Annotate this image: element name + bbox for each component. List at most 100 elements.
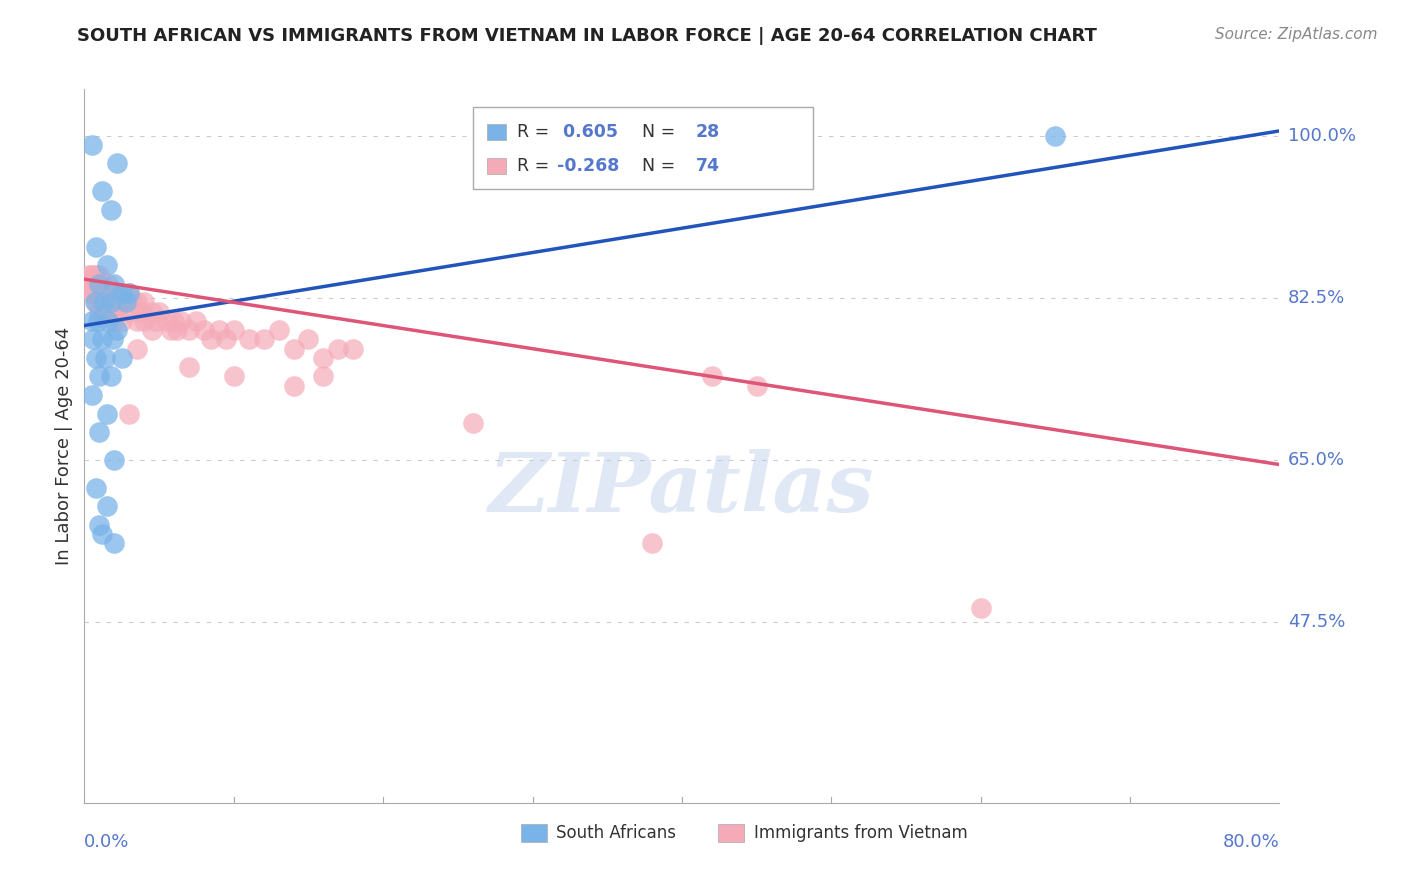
Point: [200, 333, 222, 347]
Point: [89, 369, 111, 384]
Point: [93, 295, 115, 310]
Point: [89, 425, 111, 439]
Point: [91, 277, 114, 291]
Point: [89, 286, 111, 301]
Text: 100.0%: 100.0%: [1288, 127, 1355, 145]
Text: 74: 74: [696, 157, 720, 175]
Point: [745, 378, 768, 392]
Point: [177, 360, 200, 375]
Point: [89, 268, 111, 282]
Point: [83, 295, 105, 310]
Point: [100, 295, 122, 310]
Point: [129, 304, 152, 318]
Point: [91, 333, 114, 347]
Point: [83, 286, 105, 301]
Point: [328, 342, 350, 356]
Text: N =: N =: [631, 123, 681, 141]
Point: [82, 286, 104, 301]
Point: [96, 304, 118, 318]
Point: [100, 202, 122, 217]
Point: [97, 295, 120, 310]
Point: [105, 286, 128, 301]
Point: [80, 286, 103, 301]
Point: [461, 416, 484, 430]
Point: [93, 304, 115, 318]
Point: [87, 286, 110, 301]
Point: [166, 323, 188, 337]
Text: R =: R =: [517, 157, 555, 175]
Point: [215, 333, 238, 347]
Point: [170, 314, 193, 328]
Point: [238, 333, 260, 347]
Point: [186, 314, 208, 328]
Text: 28: 28: [696, 123, 720, 141]
Point: [100, 369, 122, 384]
Point: [141, 304, 163, 318]
Text: N =: N =: [631, 157, 681, 175]
Text: Immigrants from Vietnam: Immigrants from Vietnam: [754, 824, 967, 842]
Text: South Africans: South Africans: [557, 824, 676, 842]
Point: [82, 277, 104, 291]
Y-axis label: In Labor Force | Age 20-64: In Labor Force | Age 20-64: [55, 326, 73, 566]
Point: [80, 268, 103, 282]
Bar: [486, 124, 506, 139]
Point: [118, 304, 141, 318]
Point: [98, 286, 121, 301]
Point: [86, 277, 108, 291]
Point: [89, 304, 111, 318]
Point: [80, 388, 103, 402]
Point: [80, 314, 103, 328]
Point: [93, 286, 115, 301]
Point: [125, 314, 148, 328]
Point: [86, 295, 108, 310]
Point: [83, 268, 105, 282]
Point: [160, 323, 183, 337]
Point: [77, 268, 100, 282]
Point: [111, 286, 134, 301]
Point: [222, 323, 245, 337]
Point: [208, 323, 231, 337]
Point: [283, 342, 305, 356]
Point: [91, 527, 114, 541]
Point: [312, 369, 335, 384]
Point: [103, 536, 125, 550]
Point: [87, 314, 110, 328]
Point: [96, 500, 118, 514]
Point: [283, 378, 305, 392]
Point: [297, 333, 319, 347]
Point: [141, 323, 163, 337]
Point: [97, 314, 120, 328]
Point: [96, 258, 118, 272]
Point: [145, 314, 167, 328]
Text: ZIPatlas: ZIPatlas: [489, 449, 875, 529]
Text: 0.605: 0.605: [557, 123, 617, 141]
Point: [89, 517, 111, 532]
Point: [86, 481, 108, 495]
Point: [155, 314, 177, 328]
Point: [253, 333, 276, 347]
Point: [82, 333, 104, 347]
Point: [105, 156, 128, 170]
Point: [97, 277, 120, 291]
Point: [89, 277, 111, 291]
Text: SOUTH AFRICAN VS IMMIGRANTS FROM VIETNAM IN LABOR FORCE | AGE 20-64 CORRELATION : SOUTH AFRICAN VS IMMIGRANTS FROM VIETNAM…: [77, 27, 1097, 45]
Point: [91, 184, 114, 198]
Point: [79, 277, 101, 291]
Point: [80, 137, 103, 152]
Point: [222, 369, 245, 384]
Point: [267, 323, 290, 337]
Point: [101, 286, 124, 301]
Bar: [520, 824, 547, 842]
Point: [91, 295, 114, 310]
Point: [103, 277, 125, 291]
Point: [163, 314, 186, 328]
Point: [96, 407, 118, 421]
Point: [342, 342, 364, 356]
Text: 0.0%: 0.0%: [84, 833, 129, 851]
Point: [111, 314, 134, 328]
Point: [94, 295, 117, 310]
Text: -0.268: -0.268: [557, 157, 619, 175]
Point: [115, 295, 138, 310]
Point: [111, 295, 134, 310]
Point: [105, 304, 128, 318]
